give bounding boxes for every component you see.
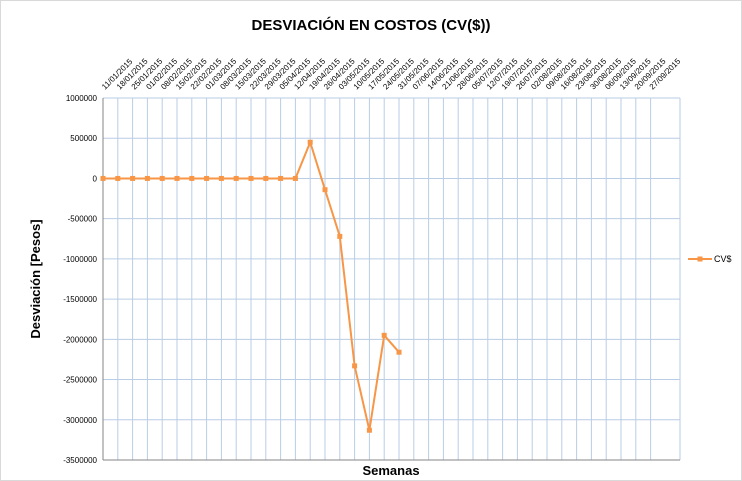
data-point [337,233,343,239]
data-point [292,175,298,181]
y-tick-label: 1000000 [66,94,98,103]
data-point [100,175,106,181]
data-point [189,175,195,181]
data-point [218,175,224,181]
data-point [115,175,121,181]
y-tick-label: -1500000 [63,295,97,304]
data-point [352,363,358,369]
data-point [307,139,313,145]
data-point [263,175,269,181]
data-point [159,175,165,181]
data-point [381,332,387,338]
y-tick-label: -2000000 [63,335,97,344]
legend-marker [697,256,703,262]
legend-label: CV$ [714,254,732,264]
y-axis-label: Desviación [Pesos] [28,219,43,338]
data-point [174,175,180,181]
data-point [233,175,239,181]
y-tick-label: 500000 [70,134,97,143]
x-axis-label: Semanas [362,463,419,478]
y-tick-label: 0 [93,174,98,183]
data-point [248,175,254,181]
data-point [322,187,328,193]
y-tick-label: -500000 [68,215,98,224]
data-point [144,175,150,181]
y-tick-label: -3000000 [63,416,97,425]
data-point [396,349,402,355]
data-point [278,175,284,181]
y-tick-label: -3500000 [63,456,97,465]
y-tick-label: -1000000 [63,255,97,264]
data-point [130,175,136,181]
data-point [204,175,210,181]
chart-title: DESVIACIÓN EN COSTOS (CV($)) [252,16,491,34]
y-tick-label: -2500000 [63,376,97,385]
data-point [366,427,372,433]
